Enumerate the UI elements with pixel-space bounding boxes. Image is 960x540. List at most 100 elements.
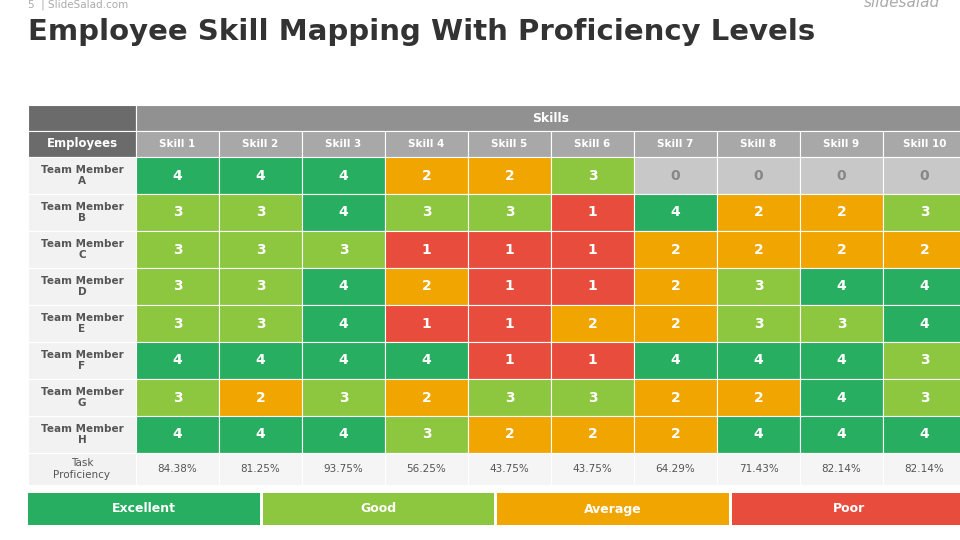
Text: Skill 2: Skill 2: [242, 139, 278, 149]
Text: 1: 1: [421, 316, 431, 330]
Bar: [468, 157, 551, 194]
Text: 3: 3: [588, 168, 597, 183]
Bar: [28, 379, 136, 416]
Bar: [883, 268, 960, 305]
Text: 71.43%: 71.43%: [738, 464, 779, 474]
Bar: [385, 194, 468, 231]
Text: Skill 3: Skill 3: [325, 139, 362, 149]
Bar: [800, 268, 883, 305]
Bar: [717, 453, 800, 485]
Bar: [717, 231, 800, 268]
Text: 3: 3: [505, 206, 515, 219]
Text: 43.75%: 43.75%: [490, 464, 529, 474]
Text: 82.14%: 82.14%: [904, 464, 945, 474]
Text: 3: 3: [255, 206, 265, 219]
Bar: [385, 131, 468, 157]
Text: Skill 5: Skill 5: [492, 139, 528, 149]
Bar: [732, 493, 960, 525]
Text: 4: 4: [754, 428, 763, 442]
Text: 3: 3: [173, 242, 182, 256]
Bar: [302, 453, 385, 485]
Bar: [717, 131, 800, 157]
Bar: [468, 131, 551, 157]
Bar: [468, 305, 551, 342]
Text: 4: 4: [920, 280, 929, 294]
Bar: [468, 379, 551, 416]
Text: 3: 3: [754, 280, 763, 294]
Text: 3: 3: [754, 316, 763, 330]
Text: 4: 4: [173, 354, 182, 368]
Text: 4: 4: [339, 168, 348, 183]
Text: 1: 1: [505, 354, 515, 368]
Bar: [497, 493, 729, 525]
Bar: [883, 131, 960, 157]
Text: 64.29%: 64.29%: [656, 464, 695, 474]
Bar: [219, 268, 302, 305]
Bar: [634, 157, 717, 194]
Text: Team Member
G: Team Member G: [40, 387, 124, 408]
Text: 5  | SlideSalad.com: 5 | SlideSalad.com: [28, 0, 129, 10]
Text: 3: 3: [173, 206, 182, 219]
Bar: [717, 379, 800, 416]
Text: 4: 4: [339, 316, 348, 330]
Text: Skill 10: Skill 10: [902, 139, 947, 149]
Text: Team Member
A: Team Member A: [40, 165, 124, 186]
Bar: [136, 268, 219, 305]
Bar: [551, 194, 634, 231]
Bar: [219, 416, 302, 453]
Text: 2: 2: [671, 428, 681, 442]
Bar: [136, 342, 219, 379]
Bar: [800, 416, 883, 453]
Bar: [28, 231, 136, 268]
Text: 4: 4: [671, 354, 681, 368]
Text: 4: 4: [339, 206, 348, 219]
Text: 3: 3: [173, 280, 182, 294]
Text: Skills: Skills: [533, 111, 569, 125]
Text: 4: 4: [173, 428, 182, 442]
Text: 0: 0: [671, 168, 681, 183]
Bar: [883, 305, 960, 342]
Text: Team Member
E: Team Member E: [40, 313, 124, 334]
Text: 2: 2: [754, 206, 763, 219]
Bar: [800, 131, 883, 157]
Bar: [136, 105, 960, 131]
Bar: [800, 305, 883, 342]
Bar: [219, 131, 302, 157]
Bar: [551, 231, 634, 268]
Text: 4: 4: [836, 280, 847, 294]
Bar: [28, 493, 259, 525]
Text: 3: 3: [255, 242, 265, 256]
Bar: [634, 194, 717, 231]
Text: 1: 1: [588, 354, 597, 368]
Bar: [717, 268, 800, 305]
Text: 4: 4: [255, 168, 265, 183]
Text: 3: 3: [339, 390, 348, 404]
Text: 3: 3: [173, 390, 182, 404]
Text: Team Member
C: Team Member C: [40, 239, 124, 260]
Text: 1: 1: [505, 242, 515, 256]
Bar: [551, 453, 634, 485]
Bar: [302, 379, 385, 416]
Bar: [302, 305, 385, 342]
Text: 4: 4: [255, 354, 265, 368]
Bar: [219, 379, 302, 416]
Bar: [28, 416, 136, 453]
Text: Skill 1: Skill 1: [159, 139, 196, 149]
Bar: [717, 342, 800, 379]
Bar: [717, 305, 800, 342]
Bar: [28, 342, 136, 379]
Text: 2: 2: [671, 242, 681, 256]
Text: Team Member
B: Team Member B: [40, 202, 124, 224]
Bar: [883, 157, 960, 194]
Text: Good: Good: [360, 503, 396, 516]
Bar: [302, 416, 385, 453]
Text: 4: 4: [754, 354, 763, 368]
Text: 3: 3: [920, 354, 929, 368]
Text: 2: 2: [671, 316, 681, 330]
Text: slidesalad: slidesalad: [864, 0, 940, 10]
Text: 56.25%: 56.25%: [407, 464, 446, 474]
Text: 84.38%: 84.38%: [157, 464, 198, 474]
Bar: [219, 231, 302, 268]
Bar: [385, 342, 468, 379]
Bar: [28, 194, 136, 231]
